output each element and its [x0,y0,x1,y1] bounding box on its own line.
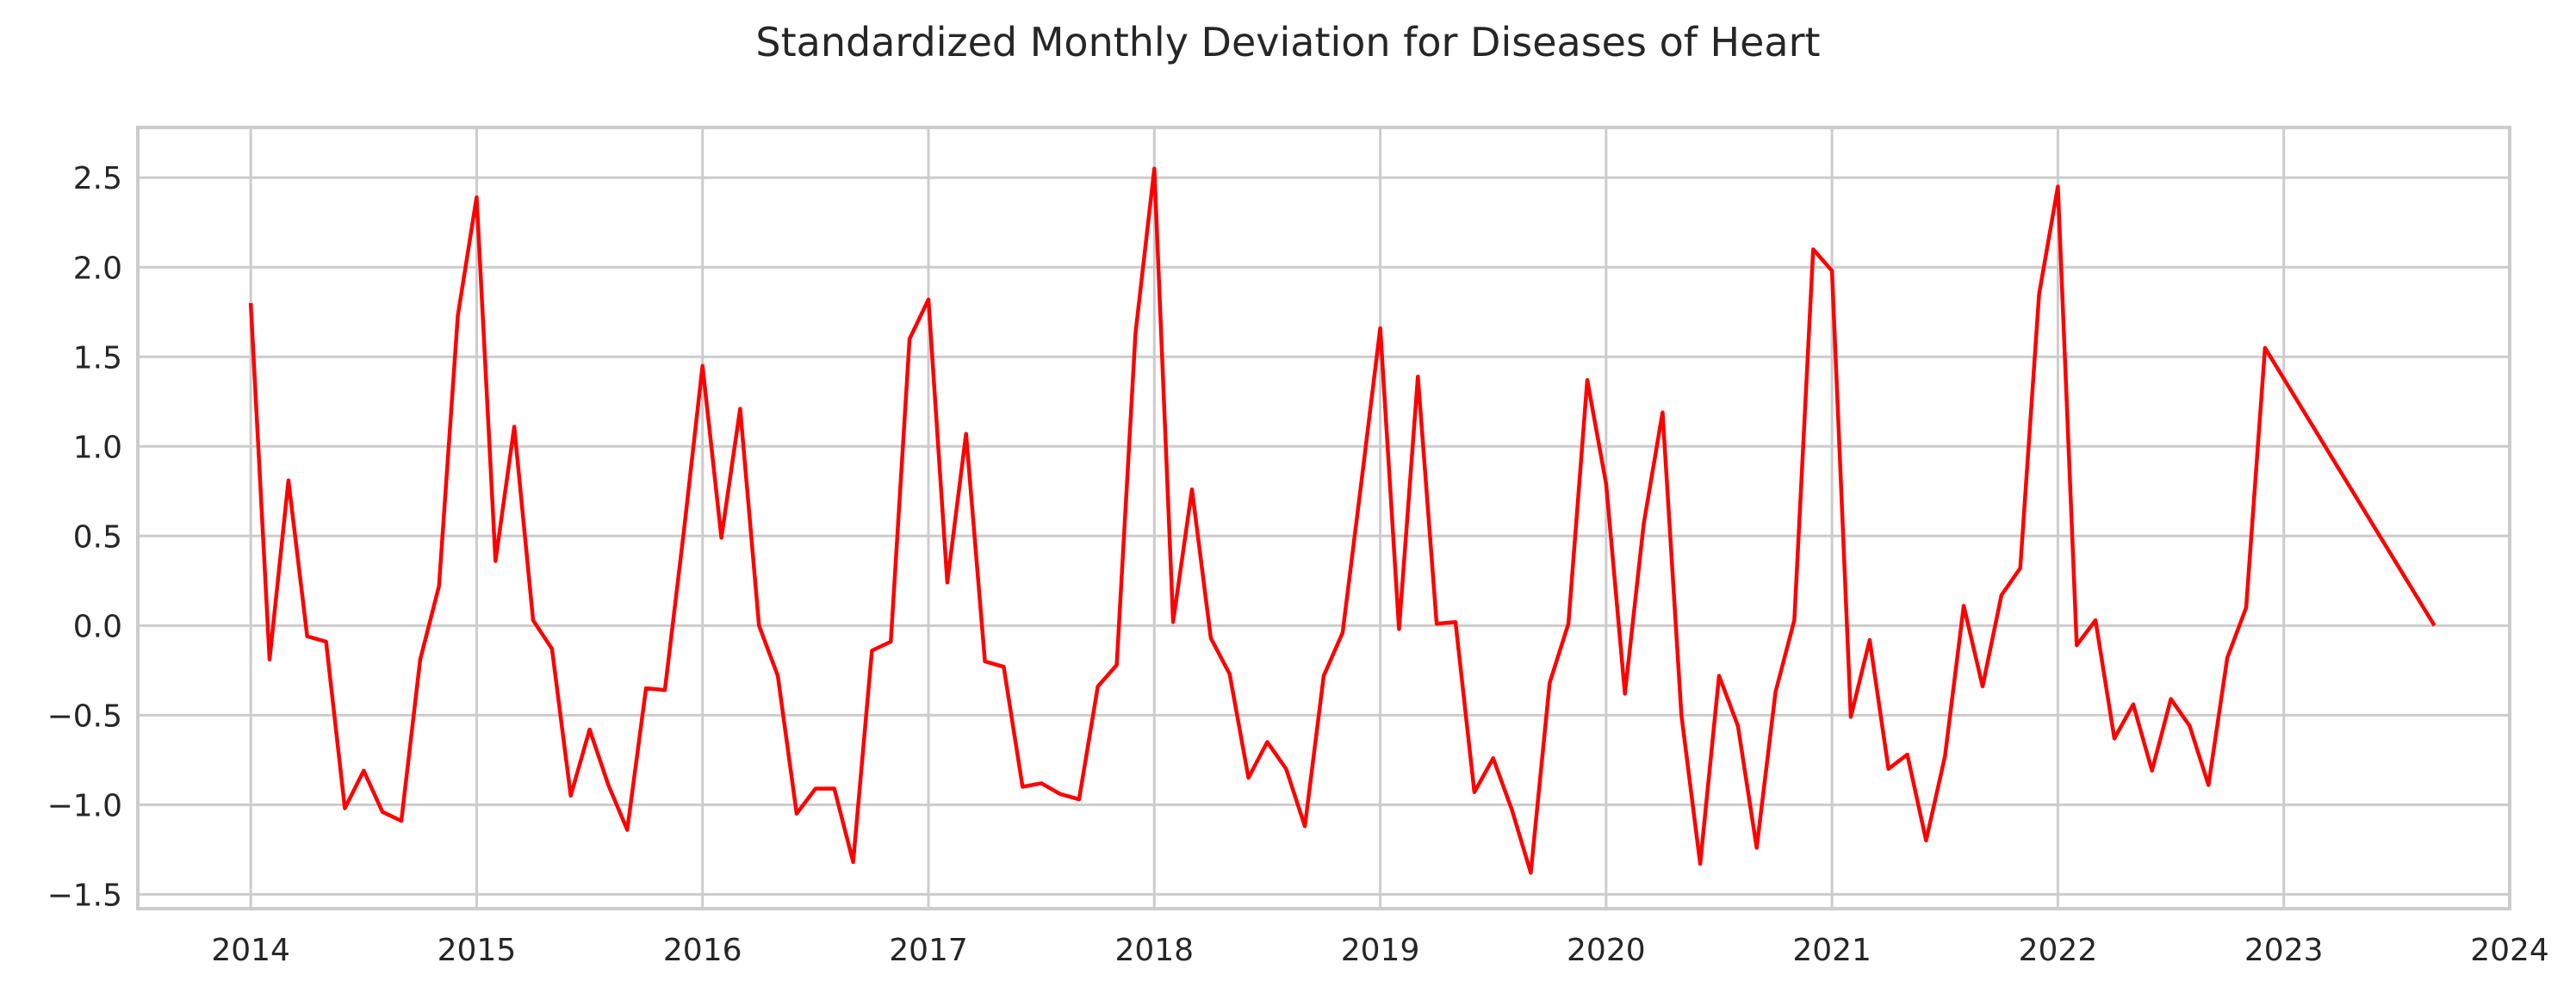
y-tick-label: 0.5 [73,519,122,555]
x-tick-label: 2020 [1567,933,1646,968]
y-tick-label: 1.0 [73,430,122,465]
x-tick-label: 2015 [438,933,517,968]
y-tick-label: −1.0 [47,788,122,823]
x-tick-label: 2021 [1792,933,1871,968]
y-tick-label: −0.5 [47,699,122,734]
x-tick-label: 2014 [211,933,290,968]
x-tick-label: 2023 [2244,933,2324,968]
y-tick-label: 2.0 [73,251,122,286]
series-line [248,166,2436,875]
y-axis: 2.5 2.0 1.5 1.0 0.5 0.0 −0.5 −1.0 −1.5 [47,161,122,913]
y-tick-label: 0.0 [73,609,122,644]
x-tick-label: 2017 [889,933,968,968]
y-tick-label: −1.5 [47,878,122,913]
x-tick-label: 2024 [2470,933,2549,968]
chart-title: Standardized Monthly Deviation for Disea… [755,19,1821,65]
y-tick-label: 1.5 [73,340,122,376]
plot-frame [136,126,2511,910]
x-tick-label: 2022 [2019,933,2098,968]
x-tick-label: 2019 [1341,933,1420,968]
y-tick-label: 2.5 [73,161,122,196]
x-tick-label: 2018 [1114,933,1194,968]
x-tick-label: 2016 [663,933,742,968]
x-axis: 2014 2015 2016 2017 2018 2019 2020 2021 2022 2023… [211,933,2548,968]
